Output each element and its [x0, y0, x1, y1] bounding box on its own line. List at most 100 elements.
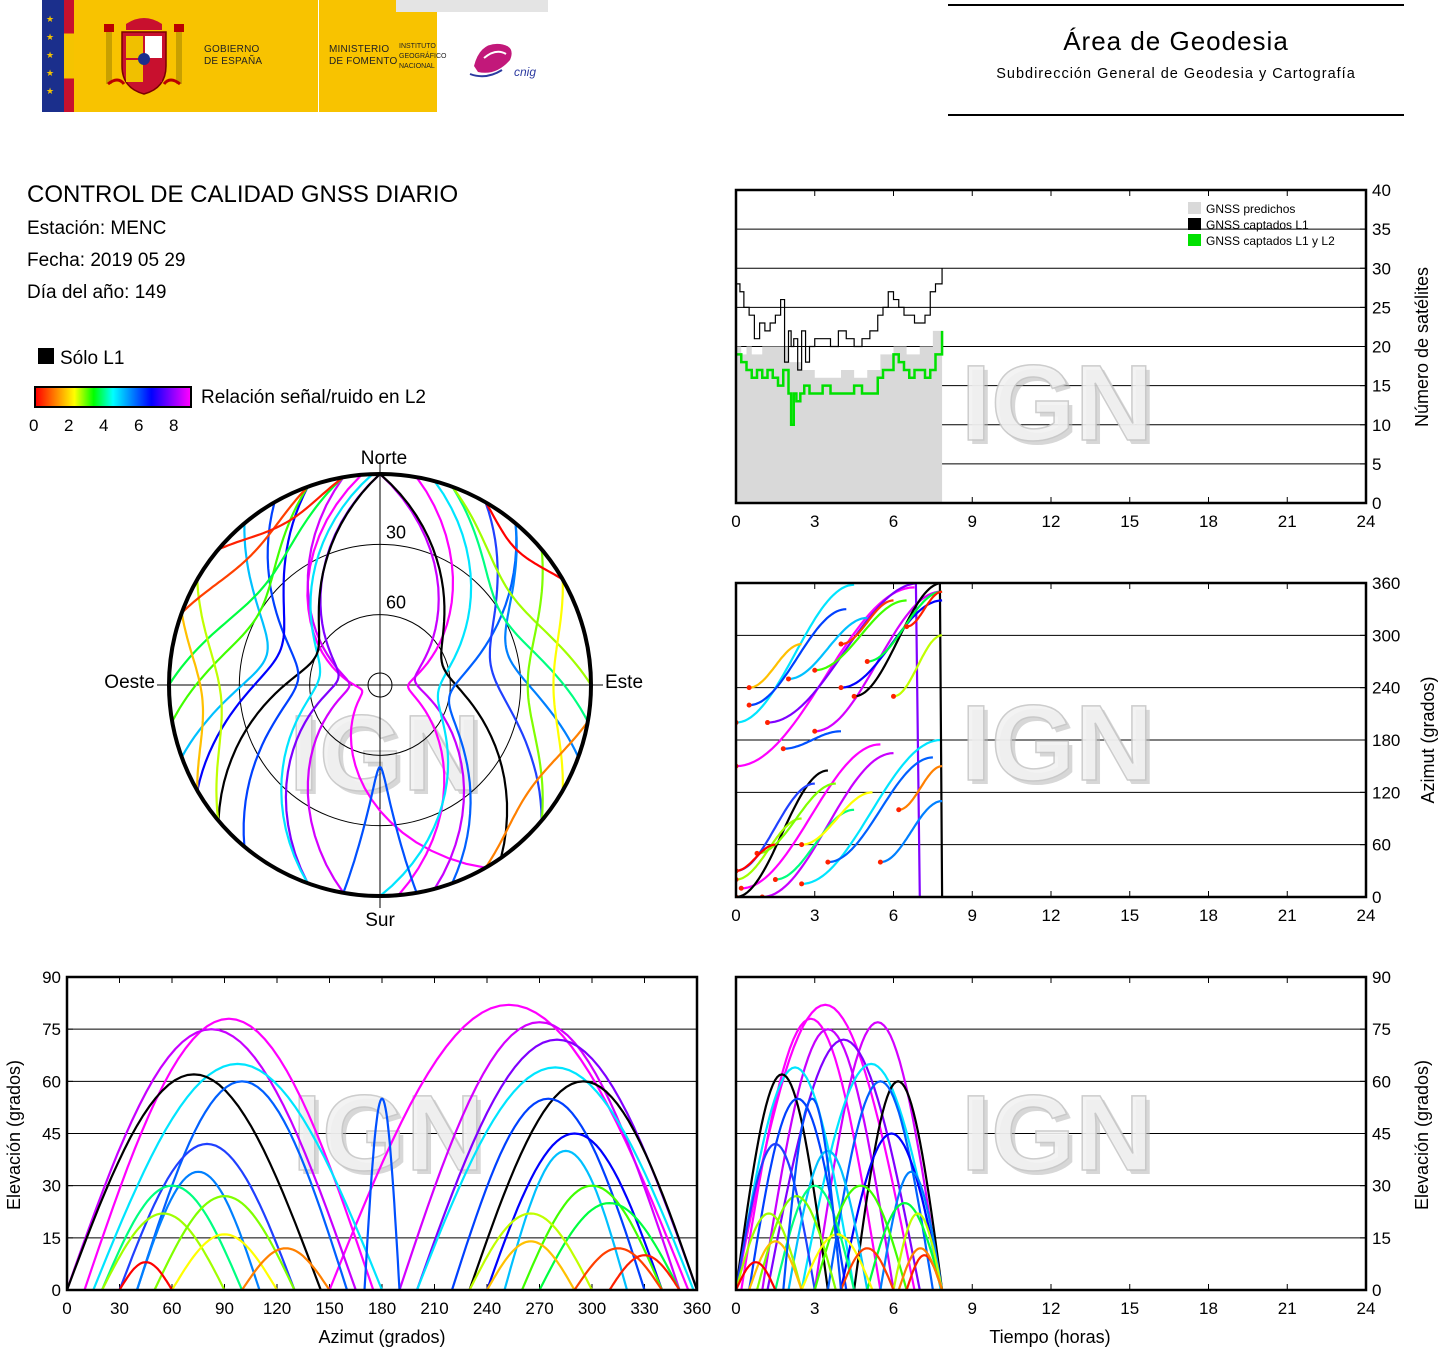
az-track-22: [749, 643, 802, 689]
elt-ytick-0: 0: [1372, 1281, 1381, 1300]
elaz-track-15: [100, 1184, 244, 1291]
elt-track-12: [839, 1132, 944, 1291]
sats-series-predicted: [736, 323, 943, 503]
az-track-21: [801, 791, 873, 846]
elaz-xtick-180: 180: [368, 1299, 396, 1318]
az-track-start-18: [864, 659, 870, 664]
az-tracks: [736, 583, 944, 897]
az-track-3: [762, 752, 894, 897]
elaz-xlabel: Azimut (grados): [318, 1327, 445, 1347]
elaz-xtick-240: 240: [473, 1299, 501, 1318]
cnig-logo-icon: cnig: [469, 43, 536, 79]
date-label: Fecha: 2019 05 29: [27, 250, 186, 271]
page-title: CONTROL DE CALIDAD GNSS DIARIO: [27, 181, 459, 208]
sats-legend-swatch-0: [1188, 202, 1201, 214]
az-track-10: [749, 608, 847, 707]
elt-ytick-15: 15: [1372, 1229, 1391, 1248]
elt-track-26: [897, 1247, 944, 1291]
elt-xtick-24: 24: [1357, 1299, 1376, 1318]
elt-ytick-45: 45: [1372, 1125, 1391, 1144]
sky-ring-30: [238, 543, 522, 827]
elt-ytick-30: 30: [1372, 1177, 1391, 1196]
elaz-track-12: [485, 1132, 664, 1291]
sky-track-2: [306, 476, 351, 894]
az-track-24: [736, 843, 776, 872]
elaz-track-22: [486, 1240, 576, 1291]
elt-xlabel: Tiempo (horas): [989, 1327, 1110, 1347]
az-xtick-6: 6: [889, 906, 898, 925]
sats-ytick-0: 0: [1372, 494, 1381, 513]
sats-ytick-10: 10: [1372, 416, 1391, 435]
az-ytick-0: 0: [1372, 888, 1381, 907]
snr-tick-4: 4: [99, 416, 109, 435]
elaz-ytick-60: 60: [42, 1072, 61, 1091]
sats-ytick-15: 15: [1372, 377, 1391, 396]
sky-track-11: [484, 501, 543, 821]
elaz-track-6: [415, 1066, 695, 1291]
sky-track-12: [196, 486, 309, 791]
az-track-start-15: [772, 877, 778, 883]
elaz-ytick-15: 15: [42, 1229, 61, 1248]
sats-xtick-0: 0: [731, 512, 740, 531]
az-track-16: [814, 599, 907, 672]
sky-track-22: [180, 612, 205, 791]
az-track-start-5: [799, 881, 805, 887]
sky-track-3: [379, 473, 466, 890]
sats-watermark-shadow: IGN: [965, 346, 1157, 467]
elt-track-13: [879, 1170, 944, 1291]
elt-ytick-90: 90: [1372, 968, 1391, 987]
elt-track-18: [866, 1201, 944, 1291]
elaz-track-10: [450, 1097, 646, 1291]
elt-xtick-9: 9: [968, 1299, 977, 1318]
sky-track-6: [280, 473, 374, 884]
az-track-start-12: [838, 685, 844, 691]
elt-xtick-3: 3: [810, 1299, 819, 1318]
az-track-6: [736, 583, 855, 724]
header-area: Área de Geodesia Subdirección General de…: [948, 4, 1404, 116]
sky-horizon: [167, 472, 593, 898]
az-track-26: [898, 765, 943, 811]
az-track-start-9: [825, 859, 831, 865]
elaz-track-24: [118, 1261, 173, 1291]
az-track-start-4: [765, 720, 770, 726]
min-line-2: DE FOMENTO: [329, 56, 398, 67]
sats-frame: [734, 188, 1368, 505]
elaz-track-25: [608, 1254, 681, 1291]
sats-xtick-15: 15: [1120, 512, 1139, 531]
az-track-start-8: [851, 693, 857, 699]
elaz-track-18: [538, 1201, 681, 1291]
elaz-ytick-45: 45: [42, 1125, 61, 1144]
solo-l1-swatch: [38, 348, 54, 364]
elaz-track-27: [363, 1097, 401, 1291]
elaz-track-7: [65, 1073, 322, 1291]
elaz-ytick-0: 0: [52, 1281, 61, 1300]
gov-line-1: GOBIERNO: [204, 44, 260, 55]
elaz-track-2: [398, 1021, 681, 1291]
sky-track-19: [526, 549, 544, 821]
cnig-text: cnig: [514, 65, 536, 79]
snr-label: Relación señal/ruido en L2: [201, 387, 426, 408]
az-ytick-60: 60: [1372, 836, 1391, 855]
az-track-8: [854, 583, 944, 897]
elt-xtick-18: 18: [1199, 1299, 1218, 1318]
snr-tick-0: 0: [29, 416, 39, 435]
az-ytick-300: 300: [1372, 626, 1400, 645]
elaz-xtick-270: 270: [525, 1299, 553, 1318]
az-track-start-23: [838, 641, 844, 647]
sats-xtick-12: 12: [1042, 512, 1061, 531]
elaz-track-1: [83, 1017, 375, 1291]
elaz-xtick-360: 360: [683, 1299, 711, 1318]
sats-ytick-35: 35: [1372, 220, 1391, 239]
elt-track-24: [734, 1261, 777, 1291]
sats-legend-label-1: GNSS captados L1: [1206, 218, 1309, 232]
coat-of-arms-icon: [104, 18, 184, 95]
sky-ring-label-60: 60: [386, 593, 406, 613]
az-track-4: [767, 583, 921, 897]
station-label: Estación: MENC: [27, 218, 167, 239]
elt-track-20: [892, 1212, 944, 1291]
az-watermark-shadow: IGN: [965, 686, 1157, 807]
elt-track-23: [839, 1247, 895, 1291]
elaz-xtick-120: 120: [263, 1299, 291, 1318]
sats-series-l1: [736, 268, 943, 371]
